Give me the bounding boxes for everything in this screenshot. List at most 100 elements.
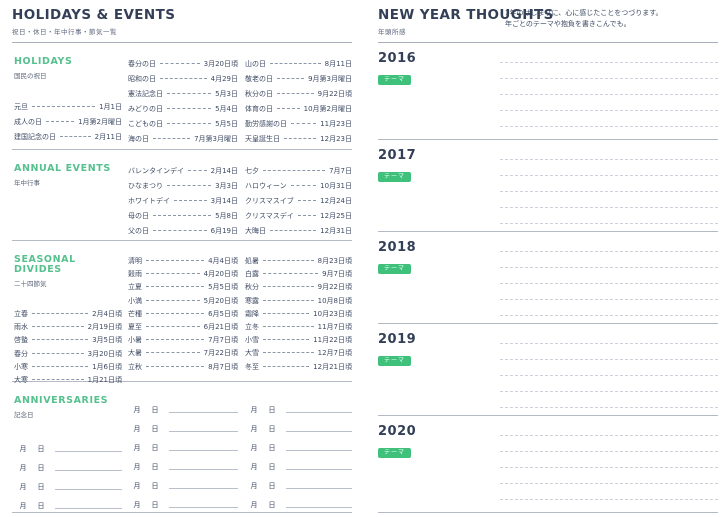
event-name: 父の日 xyxy=(128,227,149,235)
event-date: 11月7日頃 xyxy=(317,323,352,332)
event-row: みどりの日 5月4日 xyxy=(128,102,238,117)
event-date: 5月4日 xyxy=(215,105,238,113)
event-row: クリスマスイブ 12月24日 xyxy=(245,194,352,209)
event-name: 秋分 xyxy=(245,283,259,292)
dotted-leader xyxy=(32,326,84,328)
event-name: 寒露 xyxy=(245,296,259,305)
anniversary-row: 月日 xyxy=(14,435,122,454)
event-row: 小暑 7月7日頃 xyxy=(128,334,238,347)
year-label: 2016 xyxy=(378,51,417,66)
event-date: 7月22日頃 xyxy=(203,349,238,358)
blank-line xyxy=(169,450,238,451)
event-date: 2月11日 xyxy=(94,133,122,141)
event-name: 芒種 xyxy=(128,309,142,318)
event-list: 立春 2月4日頃 雨水 2月19日頃 啓蟄 3月5日頃 春分 3月20日頃 小寒 1月6日頃 大寒 1… xyxy=(14,308,122,387)
event-row: 白露 9月7日頃 xyxy=(245,268,352,281)
writing-line xyxy=(500,468,718,484)
event-row: 体育の日 10月第2月曜日 xyxy=(245,102,352,117)
event-row: 小寒 1月6日頃 xyxy=(14,361,122,374)
day-label: 日 xyxy=(37,483,45,491)
blank-line xyxy=(169,469,238,470)
blank-line xyxy=(169,412,238,413)
annual-events-column-3: 七夕 7月7日 ハロウィーン 10月31日 クリスマスイブ 12月24日 クリスマスデイ 12… xyxy=(245,164,352,239)
day-label: 日 xyxy=(151,463,159,471)
writing-line xyxy=(500,160,718,176)
event-name: 立秋 xyxy=(128,362,142,371)
writing-line xyxy=(500,144,718,160)
year-label: 2020 xyxy=(378,424,417,439)
event-name: 立冬 xyxy=(245,323,259,332)
event-row: 母の日 5月8日 xyxy=(128,209,238,224)
event-name: 大寒 xyxy=(14,376,28,385)
event-row: 雨水 2月19日頃 xyxy=(14,321,122,334)
dotted-leader xyxy=(270,230,317,231)
event-name: 冬至 xyxy=(245,362,259,371)
day-label: 日 xyxy=(37,502,45,510)
event-name: 清明 xyxy=(128,257,142,265)
anniversary-row: 月日 xyxy=(128,472,238,491)
dotted-leader xyxy=(277,78,305,79)
dotted-leader xyxy=(263,365,310,367)
section-title: HOLIDAYS xyxy=(14,56,73,67)
writing-line xyxy=(500,236,718,252)
month-label: 月 xyxy=(19,445,27,453)
dotted-leader xyxy=(263,170,326,171)
event-row: 七夕 7月7日 xyxy=(245,164,352,179)
event-date: 4月20日頃 xyxy=(203,270,238,279)
year-head: 2016 テーマ xyxy=(378,43,718,85)
event-row: 小満 5月20日頃 xyxy=(128,295,238,308)
month-label: 月 xyxy=(19,464,27,472)
event-name: 山の日 xyxy=(245,60,266,68)
anniversary-row: 月日 xyxy=(128,453,238,472)
year-head: 2019 テーマ xyxy=(378,324,718,366)
event-name: 大晦日 xyxy=(245,227,266,235)
event-row: 山の日 8月11日 xyxy=(245,57,352,72)
section-title: ANNIVERSARIES xyxy=(14,395,109,406)
section-subtitle: 年中行事 xyxy=(14,179,40,187)
anniversaries-column-1: ANNIVERSARIES 記念日 月日月日月日月日 xyxy=(14,396,122,511)
event-date: 4月29日 xyxy=(210,75,238,83)
annual-events-column-1: ANNUAL EVENTS 年中行事 xyxy=(14,164,122,188)
event-row: ひなまつり 3月3日 xyxy=(128,179,238,194)
blank-line xyxy=(55,470,122,471)
blank-line xyxy=(286,488,352,489)
blank-line xyxy=(169,431,238,432)
dotted-leader xyxy=(46,121,75,122)
dotted-leader xyxy=(188,170,207,171)
writing-line xyxy=(500,95,718,111)
event-name: ハロウィーン xyxy=(245,182,287,190)
month-label: 月 xyxy=(250,463,258,471)
section-seasonal-divides: SEASONAL DIVIDES 二十四節気 立春 2月4日頃 雨水 2月19日頃 啓蟄… xyxy=(12,241,352,384)
event-name: 春分 xyxy=(14,349,28,358)
event-row: 海の日 7月第3月曜日 xyxy=(128,132,238,147)
event-name: 白露 xyxy=(245,270,259,279)
description-line-2: 年ごとのテーマや抱負を書きこんでも。 xyxy=(505,20,631,28)
event-date: 12月21日頃 xyxy=(313,362,352,371)
section-holidays: HOLIDAYS 国民の祝日 元旦 1月1日 成人の日 1月第2月曜日 建国記念の日 2月… xyxy=(12,43,352,150)
dotted-leader xyxy=(284,138,317,139)
event-date: 9月7日頃 xyxy=(322,270,352,279)
event-name: 建国記念の日 xyxy=(14,133,56,141)
theme-badge: テーマ xyxy=(378,172,412,182)
dotted-leader xyxy=(160,63,200,64)
event-date: 12月25日 xyxy=(320,212,352,220)
event-date: 5月20日頃 xyxy=(203,296,238,305)
writing-line xyxy=(500,176,718,192)
event-date: 8月23日頃 xyxy=(317,257,352,265)
day-label: 日 xyxy=(268,463,276,471)
event-date: 10月第2月曜日 xyxy=(303,105,352,113)
blank-line xyxy=(169,507,238,508)
event-name: 春分の日 xyxy=(128,60,156,68)
event-date: 9月22日頃 xyxy=(317,283,352,292)
month-label: 月 xyxy=(133,463,141,471)
event-date: 6月19日 xyxy=(210,227,238,235)
writing-line xyxy=(500,300,718,316)
blank-line xyxy=(286,412,352,413)
theme-badge: テーマ xyxy=(378,448,412,458)
month-label: 月 xyxy=(250,425,258,433)
dotted-leader xyxy=(146,339,205,341)
month-label: 月 xyxy=(250,406,258,414)
anniversary-row: 月日 xyxy=(245,491,352,510)
event-name: こどもの日 xyxy=(128,120,163,128)
event-row: 啓蟄 3月5日頃 xyxy=(14,334,122,347)
